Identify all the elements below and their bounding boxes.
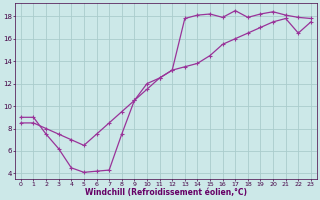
X-axis label: Windchill (Refroidissement éolien,°C): Windchill (Refroidissement éolien,°C): [85, 188, 247, 197]
